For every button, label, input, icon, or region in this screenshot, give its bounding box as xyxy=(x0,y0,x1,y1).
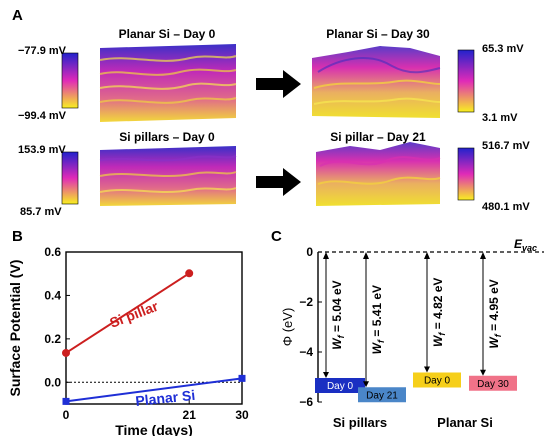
colorbar-4 xyxy=(457,147,475,201)
arrowhead-icon xyxy=(363,252,369,259)
series-line-2 xyxy=(65,377,243,403)
y-tick-label: 0 xyxy=(306,245,313,259)
group-label-si-pillars: Si pillars xyxy=(333,415,387,430)
arrowhead-icon xyxy=(323,372,329,378)
map-title-4: Si pillar – Day 21 xyxy=(330,130,426,144)
colorbar-3-max-label: 153.9 mV xyxy=(18,144,66,156)
arrowhead-icon xyxy=(424,252,430,259)
plot-frame xyxy=(65,251,243,405)
y-tick-label: 0.4 xyxy=(44,288,61,302)
surface-map-2 xyxy=(312,46,441,118)
surface-map-1 xyxy=(99,44,237,122)
x-tick-label: 21 xyxy=(183,408,197,422)
y-tick-label: 0.0 xyxy=(44,375,61,389)
vacuum-level-sub: vac xyxy=(522,243,537,253)
bar-label: Day 0 xyxy=(327,381,354,392)
wf-label-value: = 5.41 eV xyxy=(370,285,384,340)
group-label-planar-si: Planar Si xyxy=(437,415,493,430)
y-tick-label: −6 xyxy=(299,395,313,409)
colorbar-1-max-label: −77.9 mV xyxy=(18,45,67,57)
x-tick-label: 0 xyxy=(63,408,70,422)
colorbar-3-min-label: 85.7 mV xyxy=(20,206,62,218)
colorbar-1-min-label: −99.4 mV xyxy=(18,110,67,122)
y-axis-label: Φ (eV) xyxy=(280,308,295,347)
panel-letter-c: C xyxy=(271,228,282,245)
bar-label: Day 30 xyxy=(477,379,509,390)
y-axis-label: Surface Potential (V) xyxy=(7,260,23,397)
y-tick-label: 0.6 xyxy=(44,245,61,259)
wf-label-sub: f xyxy=(336,334,346,338)
arrowhead-icon xyxy=(424,366,430,373)
energy-level-bar xyxy=(315,378,365,393)
wf-label-value: = 4.82 eV xyxy=(431,278,445,333)
colorbar-4-max-label: 516.7 mV xyxy=(482,140,530,152)
colorbar-2 xyxy=(457,49,475,113)
wf-label-value: = 5.04 eV xyxy=(330,280,344,335)
arrow-right-icon xyxy=(256,168,301,196)
energy-level-bar xyxy=(413,372,461,388)
colorbar-1 xyxy=(61,52,79,109)
vacuum-level-label: Evac xyxy=(514,237,537,253)
colorbar-4-min-label: 480.1 mV xyxy=(482,201,530,213)
series-line-1 xyxy=(65,272,190,354)
data-point xyxy=(238,374,246,382)
energy-level-bar xyxy=(358,387,406,403)
bar-label: Day 0 xyxy=(424,376,451,387)
x-axis-label: Time (days) xyxy=(115,422,193,436)
series-label-si-pillar: Si pillar xyxy=(107,298,160,331)
arrowhead-icon xyxy=(480,369,486,376)
work-function-chart: Evac 0 −2 −4 −6 Φ (eV) Day 0 Wf = 5.04 eV Day 21… xyxy=(280,237,544,430)
surface-map-3 xyxy=(99,146,237,206)
bar-label: Day 21 xyxy=(366,390,398,401)
map-title-3: Si pillars – Day 0 xyxy=(119,130,215,144)
wf-label-sub: f xyxy=(437,332,447,336)
wf-label-sub: f xyxy=(376,339,386,343)
arrowhead-icon xyxy=(480,252,486,259)
y-tick-label: 0.2 xyxy=(44,332,61,346)
surface-map-4 xyxy=(316,142,441,206)
colorbar-2-min-label: 3.1 mV xyxy=(482,112,518,124)
arrowhead-icon xyxy=(363,381,369,388)
wf-label-value: = 4.95 eV xyxy=(487,279,501,334)
wf-label: Wf = 5.04 eV xyxy=(330,280,346,349)
y-tick-label: −2 xyxy=(299,295,313,309)
x-tick-label: 30 xyxy=(235,408,249,422)
map-title-1: Planar Si – Day 0 xyxy=(118,27,216,41)
data-point xyxy=(62,348,70,357)
panel-letter-a: A xyxy=(12,7,23,24)
colorbar-3 xyxy=(61,151,79,205)
surface-potential-chart: 0.0 0.2 0.4 0.6 0 21 30 Time (days) Surface Pote… xyxy=(7,245,249,436)
arrow-right-icon xyxy=(256,70,301,98)
series-label-planar-si: Planar Si xyxy=(135,387,196,409)
map-title-2: Planar Si – Day 30 xyxy=(326,27,430,41)
wf-label-sub: f xyxy=(493,333,503,337)
wf-label: Wf = 5.41 eV xyxy=(370,285,386,354)
data-point xyxy=(185,269,194,278)
y-tick-label: −4 xyxy=(299,345,313,359)
panel-letter-b: B xyxy=(12,228,23,245)
arrowhead-icon xyxy=(323,252,329,259)
wf-label: Wf = 4.95 eV xyxy=(487,279,503,348)
wf-label: Wf = 4.82 eV xyxy=(431,278,447,347)
energy-level-bar xyxy=(469,375,517,391)
panel-a-figure xyxy=(61,44,475,206)
colorbar-2-max-label: 65.3 mV xyxy=(482,43,524,55)
data-point xyxy=(62,397,70,405)
